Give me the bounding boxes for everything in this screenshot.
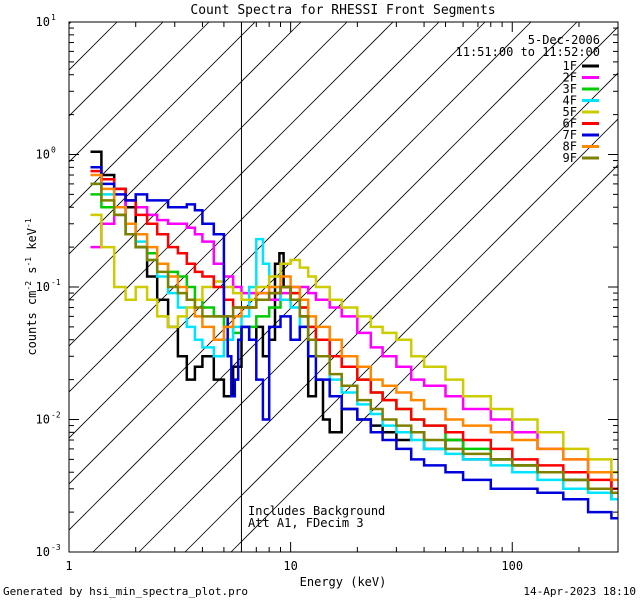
x-axis-label: Energy (keV) — [300, 575, 387, 589]
legend-label-6f: 6F — [563, 117, 577, 131]
y-tick-label-exponent: 0 — [51, 146, 56, 155]
legend-label-4f: 4F — [563, 94, 577, 108]
annotation-background: Includes Background — [248, 504, 385, 518]
hatch-line — [69, 22, 302, 255]
hatch-line — [69, 22, 256, 209]
hatch-line — [138, 72, 618, 552]
hatch-line — [184, 118, 618, 552]
x-tick-label: 1 — [65, 559, 72, 573]
y-tick-label: 10 — [36, 280, 50, 294]
hatch-line — [69, 22, 578, 531]
series-5f-line — [90, 213, 618, 474]
series-7f-line — [90, 166, 618, 520]
hatch-region — [69, 22, 618, 552]
y-tick-label-exponent: -3 — [51, 543, 61, 552]
footer-generated-by: Generated by hsi_min_spectra_plot.pro — [3, 585, 248, 598]
legend-label-2f: 2F — [563, 71, 577, 85]
series-layer — [90, 150, 618, 520]
y-label-counts: counts cm — [25, 291, 39, 356]
x-tick-label: 100 — [501, 559, 523, 573]
hatch-line — [92, 26, 618, 552]
hatch-line — [69, 22, 210, 163]
time-range-label: 11:51:00 to 11:52:00 — [456, 45, 601, 59]
y-tick-label-exponent: 1 — [51, 13, 56, 22]
y-label-s: s — [25, 267, 39, 281]
y-label-kev: keV — [25, 228, 39, 257]
legend-label-3f: 3F — [563, 82, 577, 96]
hatch-line — [69, 22, 394, 347]
legend-label-9f: 9F — [563, 151, 577, 165]
y-axis-label: counts cm-2 s-1 keV-1 — [24, 218, 39, 355]
series-8f-line — [90, 173, 618, 482]
y-tick-label: 10 — [36, 413, 50, 427]
legend-label-8f: 8F — [563, 140, 577, 154]
annotation-attenuator: Att A1, FDecim 3 — [248, 516, 364, 530]
hatch-line — [69, 22, 164, 117]
legend-label-7f: 7F — [563, 128, 577, 142]
series-9f-line — [90, 182, 618, 495]
legend-label-5f: 5F — [563, 105, 577, 119]
x-tick-label: 10 — [283, 559, 297, 573]
y-tick-label-exponent: -1 — [51, 278, 61, 287]
y-tick-label: 10 — [36, 15, 50, 29]
hatch-line — [230, 164, 618, 552]
hatch-line — [69, 22, 348, 301]
y-label-exp-b: -1 — [24, 257, 33, 267]
y-label-exp-c: -1 — [24, 218, 33, 228]
y-tick-label-exponent: -2 — [51, 411, 61, 420]
y-tick-label: 10 — [36, 545, 50, 559]
chart-title: Count Spectra for RHESSI Front Segments — [190, 3, 495, 18]
y-tick-label: 10 — [36, 148, 50, 162]
legend-label-1f: 1F — [563, 59, 577, 73]
date-label: 5-Dec-2006 — [528, 33, 600, 47]
footer-plot-date: 14-Apr-2023 18:10 — [523, 585, 636, 598]
y-label-exp-a: -2 — [24, 281, 33, 291]
